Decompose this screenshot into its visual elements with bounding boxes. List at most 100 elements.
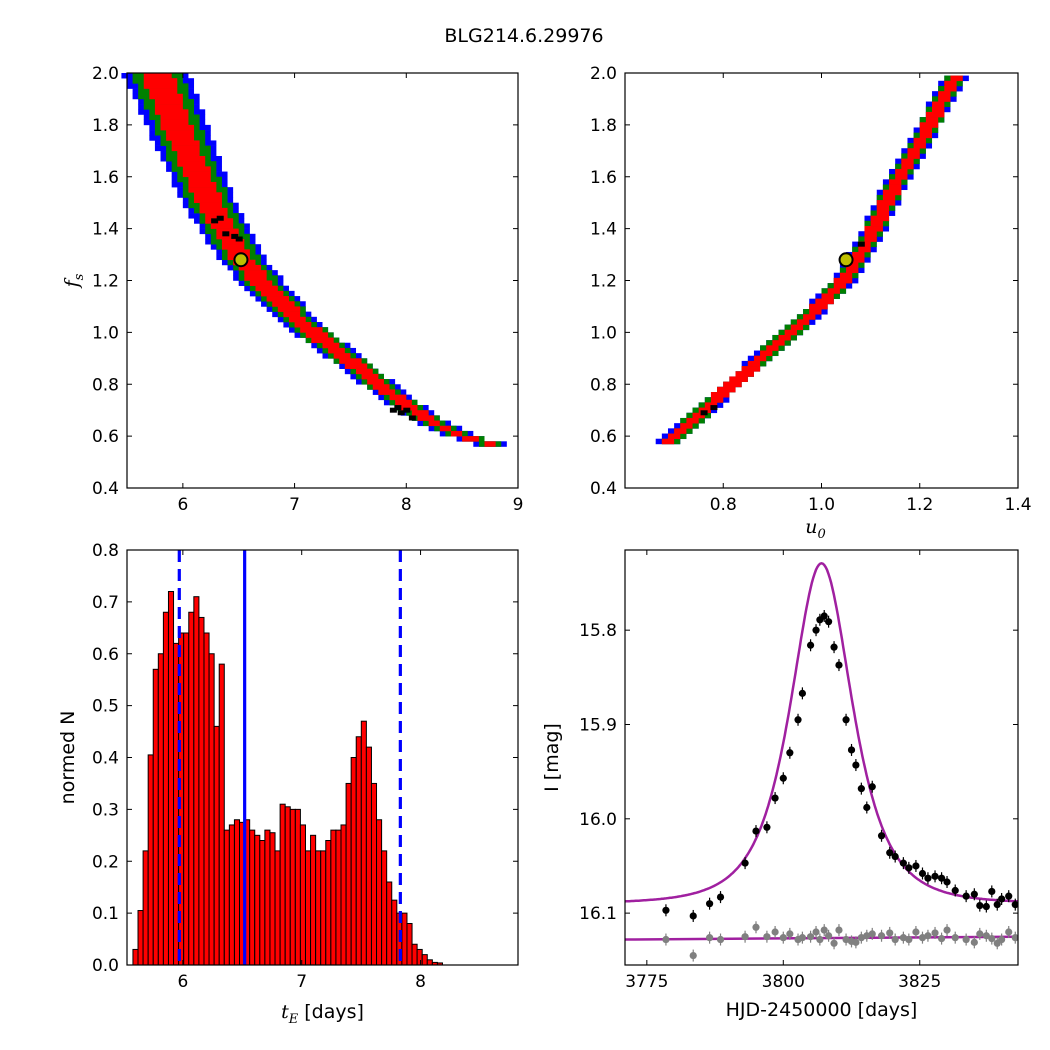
inner-contour-cell <box>143 83 178 89</box>
inner-contour-cell <box>674 428 687 434</box>
histogram-bar <box>279 803 286 966</box>
chain-point <box>408 415 416 421</box>
secondary-data-point <box>830 939 838 947</box>
axes-frame <box>624 549 1019 966</box>
inner-contour-cell <box>876 200 896 206</box>
inner-contour-cell <box>199 207 228 214</box>
secondary-data-point <box>752 923 760 931</box>
panel-fs-vs-te: 6 7 8 9 0.4 0.6 0.8 1.0 1.2 1.4 1.6 1.8 2.0 fs <box>61 64 523 515</box>
histogram-bar <box>289 808 296 966</box>
data-point <box>988 887 996 896</box>
inner-contour-cell <box>870 220 883 227</box>
secondary-data-point <box>943 926 951 934</box>
data-point <box>970 890 978 898</box>
inner-contour-cell <box>166 135 195 141</box>
inner-contour-cell <box>389 394 407 401</box>
inner-contour-cell <box>741 366 761 372</box>
histogram-bar <box>360 720 367 966</box>
panel-te-histogram: 6 7 8 0.0 0.1 0.2 0.3 0.4 0.5 0.6 0.7 0.8 normed N tE… <box>57 541 519 1027</box>
secondary-data-point <box>824 932 833 940</box>
inner-contour-cell <box>766 345 779 351</box>
histogram-bar <box>233 819 241 966</box>
inner-contour-cell <box>311 337 334 344</box>
data-point <box>931 872 939 880</box>
inner-contour-cell <box>747 360 761 367</box>
inner-contour-cell <box>177 156 206 162</box>
inner-contour-cell <box>143 73 172 79</box>
secondary-data-point <box>662 935 670 944</box>
y-tick-label: 0.8 <box>92 375 119 395</box>
inner-contour-cell <box>938 91 951 97</box>
inner-contour-cell <box>171 145 200 152</box>
best-fit-marker <box>233 252 249 268</box>
inner-contour-cell <box>439 425 451 432</box>
inner-contour-cell <box>428 420 440 427</box>
chain-point <box>231 233 239 239</box>
inner-contour-cell <box>839 272 853 279</box>
inner-contour-cell <box>182 171 211 178</box>
data-point <box>820 612 828 620</box>
inner-contour-cell <box>154 109 189 115</box>
y-tick-label: 0.6 <box>590 427 617 447</box>
y-tick-label: 1.8 <box>590 116 617 136</box>
histogram-bar <box>370 782 378 966</box>
inner-contour-cell <box>784 329 797 336</box>
data-point <box>824 618 833 626</box>
inner-contour-cell <box>919 132 933 139</box>
histogram-bar <box>198 616 205 966</box>
x-axis-label: tE [days] <box>281 1001 364 1027</box>
inner-contour-cell <box>895 168 908 175</box>
secondary-data-point <box>886 929 894 937</box>
y-tick-label: 1.6 <box>590 168 617 188</box>
data-point <box>976 901 984 910</box>
inner-contour-cell <box>907 148 920 154</box>
histogram-bar <box>406 923 413 966</box>
inner-contour-cell <box>272 301 295 307</box>
inner-contour-cell <box>692 412 705 419</box>
inner-contour-cell <box>244 275 267 281</box>
data-point <box>830 643 838 651</box>
histogram-bar <box>310 834 317 966</box>
inner-contour-cell <box>833 277 853 284</box>
histogram-bar <box>188 611 195 966</box>
secondary-data-point <box>912 928 920 936</box>
inner-contour-cell <box>833 283 847 289</box>
best-fit-marker <box>838 252 854 268</box>
histogram-bar <box>299 824 306 966</box>
inner-contour-cell <box>266 296 289 302</box>
inner-contour-cell <box>932 106 945 113</box>
histogram-bar <box>315 850 322 966</box>
inner-contour-cell <box>395 399 412 406</box>
chain-point <box>397 410 405 416</box>
inner-contour-cell <box>932 101 945 108</box>
secondary-data-point <box>786 930 794 938</box>
secondary-data-point <box>891 935 899 944</box>
histogram-bar <box>213 725 220 966</box>
data-point <box>899 859 907 867</box>
x-tick-label: 1.2 <box>906 495 933 515</box>
histogram-bar <box>304 850 312 966</box>
inner-contour-cell <box>367 379 384 385</box>
chain-point <box>710 405 718 411</box>
inner-contour-cell <box>210 223 234 229</box>
inner-contour-cell <box>944 80 957 87</box>
histogram-bar <box>203 632 210 966</box>
data-point <box>794 716 802 724</box>
y-tick-label: 0.6 <box>92 427 119 447</box>
secondary-data-point <box>905 935 913 944</box>
inner-contour-cell <box>238 264 262 271</box>
data-point <box>706 900 714 908</box>
inner-contour-cell <box>227 249 250 255</box>
chain-point <box>700 410 708 416</box>
inner-contour-cell <box>901 163 914 170</box>
y-axis-label: I [mag] <box>541 723 563 792</box>
histogram-bar <box>330 829 337 966</box>
x-tick-label: 8 <box>415 972 426 992</box>
data-point <box>835 661 843 669</box>
data-point <box>993 901 1001 909</box>
secondary-data-point <box>1005 928 1013 936</box>
data-point <box>806 641 815 649</box>
histogram-bar <box>208 653 215 966</box>
inner-contour-cell <box>249 280 273 286</box>
histogram-bar <box>264 829 271 966</box>
